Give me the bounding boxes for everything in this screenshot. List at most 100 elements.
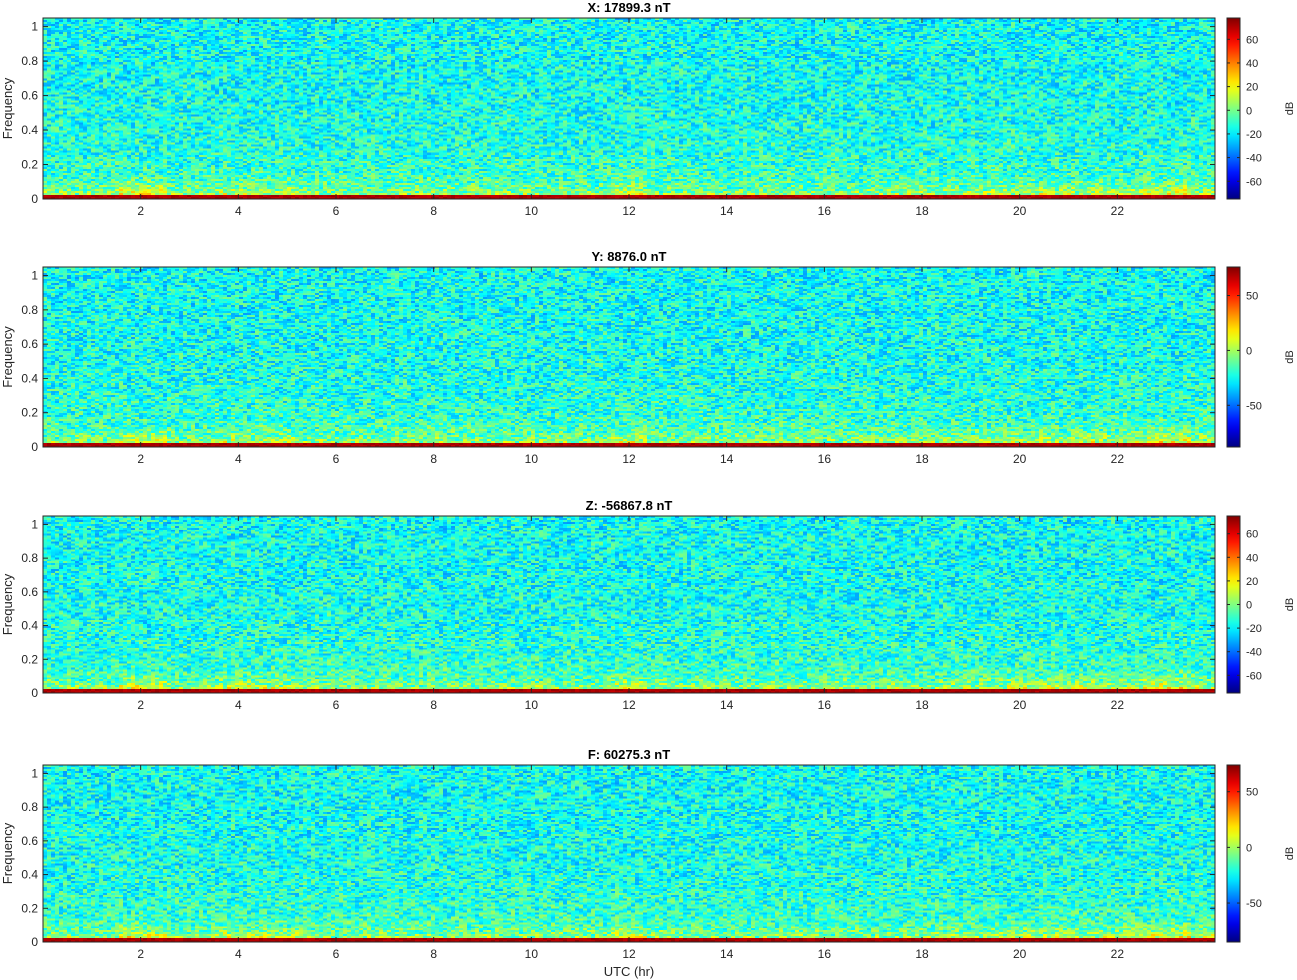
x-tick-label: 2 <box>137 452 144 466</box>
panel-title: Z: -56867.8 nT <box>586 498 673 513</box>
x-tick-label: 18 <box>915 452 929 466</box>
x-tick-label: 6 <box>333 947 340 961</box>
y-tick-label: 0.2 <box>21 158 38 172</box>
colorbar-tick-label: -40 <box>1246 153 1262 165</box>
colorbar-label: dB <box>1284 102 1296 115</box>
y-tick-label: 1 <box>31 766 38 780</box>
x-tick-label: 8 <box>430 698 437 712</box>
x-tick-label: 8 <box>430 947 437 961</box>
y-tick-label: 1 <box>31 20 38 34</box>
x-tick-label: 12 <box>622 204 636 218</box>
colorbar-tick-label: -20 <box>1246 129 1262 141</box>
colorbar-label: dB <box>1284 847 1296 860</box>
x-tick-label: 2 <box>137 947 144 961</box>
y-tick-label: 0.4 <box>21 868 38 882</box>
x-tick-label: 18 <box>915 698 929 712</box>
y-tick-label: 0.6 <box>21 585 38 599</box>
x-tick-label: 10 <box>525 947 539 961</box>
x-tick-label: 8 <box>430 452 437 466</box>
spectrogram-panel-2: Z: -56867.8 nT2 4 6 8 10 12 14 16 18 20 2200.20.40… <box>0 498 1296 712</box>
colorbar-tick-label: -50 <box>1246 400 1262 412</box>
x-tick-label: 10 <box>525 204 539 218</box>
y-axis-label: Frequency <box>0 326 15 388</box>
x-tick-label: 22 <box>1111 947 1125 961</box>
y-tick-label: 0 <box>31 935 38 949</box>
x-tick-label: 16 <box>818 452 832 466</box>
y-tick-label: 0.2 <box>21 406 38 420</box>
spectrogram-image <box>43 516 1215 693</box>
x-tick-label: 16 <box>818 947 832 961</box>
x-tick-label: 14 <box>720 452 734 466</box>
colorbar-tick-label: -40 <box>1246 647 1262 659</box>
y-tick-label: 0.6 <box>21 834 38 848</box>
x-tick-label: 16 <box>818 204 832 218</box>
y-tick-label: 0.2 <box>21 901 38 915</box>
x-tick-label: 18 <box>915 204 929 218</box>
y-axis-label: Frequency <box>0 77 15 139</box>
x-tick-label: 8 <box>430 204 437 218</box>
y-tick-label: 0.2 <box>21 652 38 666</box>
colorbar <box>1226 266 1241 448</box>
spectrogram-image <box>43 18 1215 199</box>
y-tick-label: 1 <box>31 269 38 283</box>
y-tick-label: 0.8 <box>21 551 38 565</box>
x-tick-label: 20 <box>1013 204 1027 218</box>
spectrogram-panel-3: F: 60275.3 nT2 4 6 8 10 12 14 16 18 20 2200.20.40.… <box>0 747 1296 979</box>
x-tick-label: 4 <box>235 698 242 712</box>
x-tick-label: 12 <box>622 452 636 466</box>
x-tick-label: 14 <box>720 947 734 961</box>
x-tick-label: 4 <box>235 452 242 466</box>
colorbar-tick-label: -60 <box>1246 176 1262 188</box>
x-tick-label: 10 <box>525 698 539 712</box>
y-tick-label: 1 <box>31 517 38 531</box>
colorbar <box>1226 17 1241 200</box>
x-tick-label: 14 <box>720 698 734 712</box>
colorbar-tick-label: 0 <box>1246 842 1252 854</box>
x-tick-label: 18 <box>915 947 929 961</box>
y-tick-label: 0.6 <box>21 337 38 351</box>
x-tick-label: 10 <box>525 452 539 466</box>
y-tick-label: 0.8 <box>21 54 38 68</box>
spectrogram-image <box>43 765 1215 942</box>
colorbar-tick-label: 0 <box>1246 105 1252 117</box>
y-tick-label: 0.6 <box>21 89 38 103</box>
x-tick-label: 20 <box>1013 947 1027 961</box>
x-tick-label: 12 <box>622 698 636 712</box>
spectrogram-panel-0: X: 17899.3 nT2 4 6 8 10 12 14 16 18 20 2200.20.40.… <box>0 0 1296 218</box>
x-tick-label: 14 <box>720 204 734 218</box>
colorbar-tick-label: -60 <box>1246 670 1262 682</box>
y-tick-label: 0.4 <box>21 619 38 633</box>
colorbar-tick-label: 0 <box>1246 600 1252 612</box>
colorbar-tick-label: 60 <box>1246 34 1258 46</box>
x-tick-label: 2 <box>137 698 144 712</box>
spectrogram-image <box>43 267 1215 447</box>
x-tick-label: 6 <box>333 698 340 712</box>
x-tick-label: 22 <box>1111 204 1125 218</box>
x-tick-label: 20 <box>1013 698 1027 712</box>
x-tick-label: 20 <box>1013 452 1027 466</box>
colorbar-tick-label: 60 <box>1246 529 1258 541</box>
x-tick-label: 22 <box>1111 698 1125 712</box>
colorbar-tick-label: -20 <box>1246 623 1262 635</box>
colorbar-tick-label: 50 <box>1246 291 1258 303</box>
colorbar <box>1226 764 1241 943</box>
colorbar-tick-label: -50 <box>1246 898 1262 910</box>
colorbar-tick-label: 40 <box>1246 58 1258 70</box>
colorbar-tick-label: 20 <box>1246 82 1258 94</box>
colorbar-label: dB <box>1284 598 1296 611</box>
colorbar-label: dB <box>1284 350 1296 363</box>
colorbar-tick-label: 50 <box>1246 787 1258 799</box>
colorbar-tick-label: 40 <box>1246 552 1258 564</box>
y-tick-label: 0.8 <box>21 800 38 814</box>
y-tick-label: 0 <box>31 686 38 700</box>
y-tick-label: 0 <box>31 440 38 454</box>
x-tick-label: 4 <box>235 204 242 218</box>
y-tick-label: 0.8 <box>21 303 38 317</box>
x-axis-label: UTC (hr) <box>604 964 655 979</box>
y-axis-label: Frequency <box>0 822 15 884</box>
x-tick-label: 6 <box>333 452 340 466</box>
y-tick-label: 0.4 <box>21 371 38 385</box>
x-tick-label: 4 <box>235 947 242 961</box>
y-axis-label: Frequency <box>0 573 15 635</box>
